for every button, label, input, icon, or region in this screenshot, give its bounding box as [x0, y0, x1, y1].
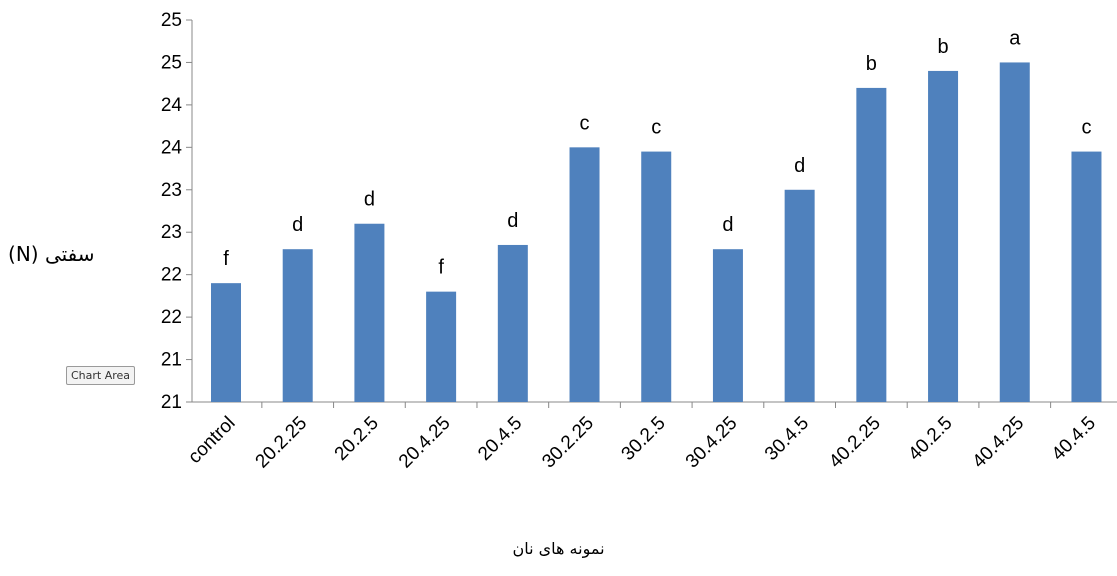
- bar-significance-label: d: [292, 214, 303, 236]
- bars: [211, 62, 1102, 403]
- y-tick-label: 21: [161, 350, 182, 371]
- x-tick-label: 20.4.5: [474, 413, 526, 465]
- bar-significance-label: a: [1009, 27, 1021, 49]
- bar-significance-label: d: [364, 189, 375, 211]
- bar-significance-label: c: [651, 117, 661, 139]
- bar: [497, 244, 528, 402]
- x-tick-label: 30.4.25: [682, 413, 742, 473]
- y-tick-label: 23: [161, 222, 182, 243]
- bar-significance-label: f: [438, 257, 444, 279]
- bar: [354, 223, 385, 402]
- chart-area-tooltip: Chart Area: [66, 366, 136, 385]
- bar: [211, 283, 241, 402]
- bar: [712, 249, 743, 402]
- x-tick-label: 20.2.5: [331, 413, 383, 465]
- bar: [641, 151, 672, 402]
- x-axis-label: نمونه های نان: [512, 539, 605, 558]
- y-tick-label: 21: [161, 392, 182, 413]
- y-tick-label: 23: [161, 180, 182, 201]
- bar-labels: f d d f d c c d d b b a c: [223, 27, 1091, 278]
- bar-significance-label: d: [722, 214, 733, 236]
- bar-significance-label: b: [866, 53, 877, 75]
- x-tick-label: 40.2.25: [825, 413, 885, 473]
- y-tick-label: 25: [161, 52, 182, 73]
- bar: [569, 147, 600, 402]
- y-tick-label: 22: [161, 307, 182, 328]
- bar-significance-label: b: [937, 36, 948, 58]
- bar: [928, 70, 959, 402]
- x-tick-label: 30.4.5: [761, 413, 813, 465]
- x-tick-label: 40.4.25: [969, 413, 1029, 473]
- x-tick-label: 30.2.5: [618, 413, 670, 465]
- bar: [856, 87, 887, 403]
- bar-significance-label: c: [1081, 117, 1091, 139]
- y-tick-label: 24: [161, 95, 183, 116]
- x-tick-label: 40.2.5: [904, 413, 956, 465]
- bar: [999, 62, 1030, 402]
- bar: [1071, 151, 1102, 402]
- bar-significance-label: d: [794, 155, 805, 177]
- y-tick-label: 22: [161, 265, 182, 286]
- x-tick-label: control: [184, 413, 239, 468]
- tick-labels: 21 21 22 22 23 23 24 24 25 25 control 20.2.25 20.2.5…: [161, 10, 1100, 472]
- bar: [282, 249, 313, 402]
- x-tick-label: 20.4.25: [395, 413, 455, 473]
- y-tick-label: 24: [161, 137, 183, 158]
- x-tick-label: 20.2.25: [252, 413, 312, 473]
- bar: [784, 189, 815, 402]
- bar-significance-label: f: [223, 248, 229, 270]
- y-tick-label: 25: [161, 10, 182, 31]
- bar-significance-label: d: [507, 210, 518, 232]
- bar: [426, 291, 457, 402]
- x-tick-label: 30.2.25: [538, 413, 598, 473]
- bar-significance-label: c: [580, 112, 590, 134]
- x-tick-label: 40.4.5: [1048, 413, 1100, 465]
- y-axis-label: سفتی (N): [8, 242, 95, 266]
